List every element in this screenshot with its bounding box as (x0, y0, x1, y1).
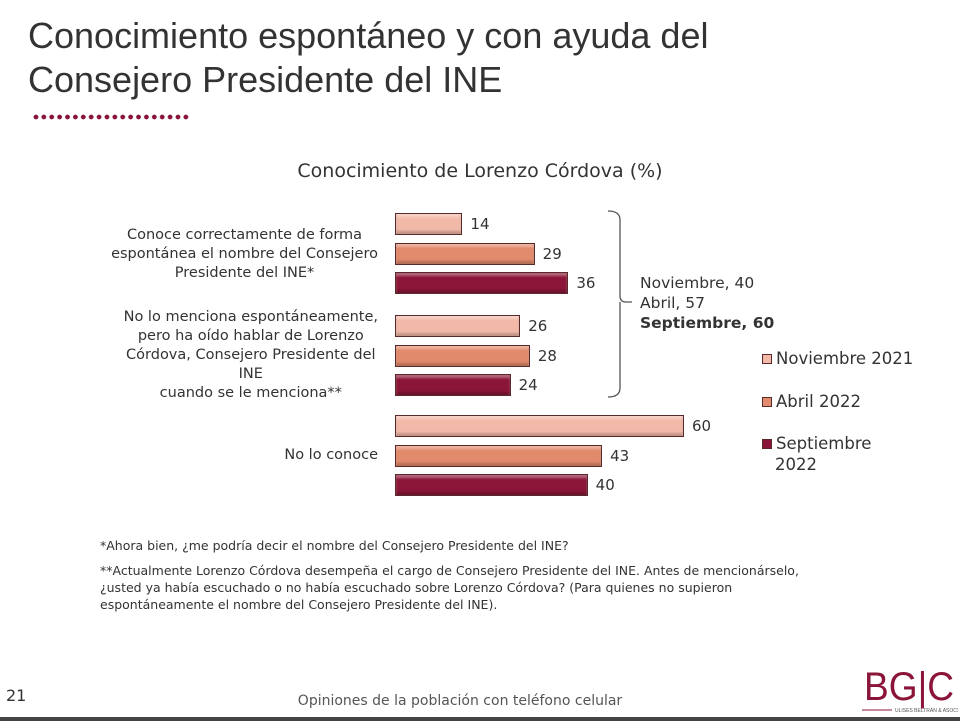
bar (395, 242, 535, 265)
category-label-line: No lo conoce (284, 446, 378, 463)
data-label: 28 (537, 346, 557, 365)
category-label-line: INE (238, 365, 263, 382)
data-label: 14 (470, 215, 490, 233)
footnote-line: **Actualmente Lorenzo Córdova desempeña … (100, 563, 799, 578)
category-label-line: No lo menciona espontáneamente, (123, 308, 378, 325)
category-label: No lo conoce (284, 446, 378, 465)
category-label: Conoce correctamente de forma espontánea … (111, 226, 378, 283)
footnote: *Ahora bien, ¿me podría decir el nombre … (100, 538, 569, 553)
category-label-line: Conoce correctamente de forma (126, 226, 363, 243)
data-label: 43 (610, 446, 630, 465)
combined-awareness-annotation: Noviembre, 40 Abril, 57 Septiembre, 60 (640, 273, 774, 333)
legend-item: Abril 2022 (762, 391, 861, 412)
category-label-line: pero ha oído hablar de Lorenzo (137, 327, 364, 344)
annotation-line: Abril, 57 (640, 294, 706, 312)
chart-title: Conocimiento de Lorenzo Córdova (%) (297, 160, 663, 182)
category-label-line: Presidente del INE* (174, 264, 315, 281)
footnote-line: espontáneamente el nombre del Consejero … (100, 597, 498, 612)
legend-label: Septiembre (776, 434, 872, 453)
data-label: 36 (576, 274, 596, 292)
data-label: 60 (692, 417, 712, 435)
svg-text:ULISES BELTRÁN & ASOCS.: ULISES BELTRÁN & ASOCS. (895, 707, 958, 714)
legend-swatch (762, 439, 772, 449)
legend-item: Septiembre 2022 (762, 433, 871, 475)
legend-item: Noviembre 2021 (762, 348, 913, 369)
annotation-line: Septiembre, 60 (640, 314, 775, 332)
dotted-divider (32, 114, 190, 120)
svg-text:BG|C: BG|C (864, 665, 954, 709)
category-label: No lo menciona espontáneamente, pero ha o… (124, 308, 378, 403)
data-label: 29 (542, 244, 562, 263)
page-number: 21 (6, 686, 27, 705)
footnote: **Actualmente Lorenzo Córdova desempeña … (100, 562, 799, 613)
legend-swatch (762, 397, 772, 407)
bar (395, 474, 588, 496)
legend-label: Noviembre 2021 (776, 349, 914, 368)
bar (395, 213, 463, 235)
legend-label: 2022 (775, 455, 817, 474)
category-label-line: Córdova, Consejero Presidente del (126, 346, 376, 363)
bar (395, 344, 530, 367)
bar (395, 315, 521, 337)
category-label-line: espontánea el nombre del Consejero (111, 245, 378, 262)
title-line: Consejero Presidente del INE (28, 59, 503, 100)
bracket (607, 210, 632, 398)
data-label: 26 (528, 317, 548, 335)
legend-swatch (762, 354, 772, 364)
data-label: 40 (595, 476, 615, 494)
footer-text: Opiniones de la población con teléfono c… (297, 693, 623, 709)
data-label: 24 (518, 376, 538, 394)
annotation-line: Noviembre, 40 (640, 274, 755, 292)
bar (395, 415, 684, 437)
category-label-line: cuando se le menciona** (159, 384, 342, 401)
bgc-logo: BG|C ULISES BELTRÁN & ASOCS. (862, 665, 958, 714)
footnote-line: ¿usted ya había escuchado o no había esc… (100, 580, 733, 595)
legend-label: Abril 2022 (776, 392, 861, 411)
bar (395, 374, 511, 396)
bottom-bar (0, 717, 960, 721)
bar (395, 272, 569, 294)
title-line: Conocimiento espontáneo y con ayuda del (28, 15, 709, 56)
bar (395, 444, 603, 467)
page-title: Conocimiento espontáneo y con ayuda del C… (28, 14, 708, 102)
